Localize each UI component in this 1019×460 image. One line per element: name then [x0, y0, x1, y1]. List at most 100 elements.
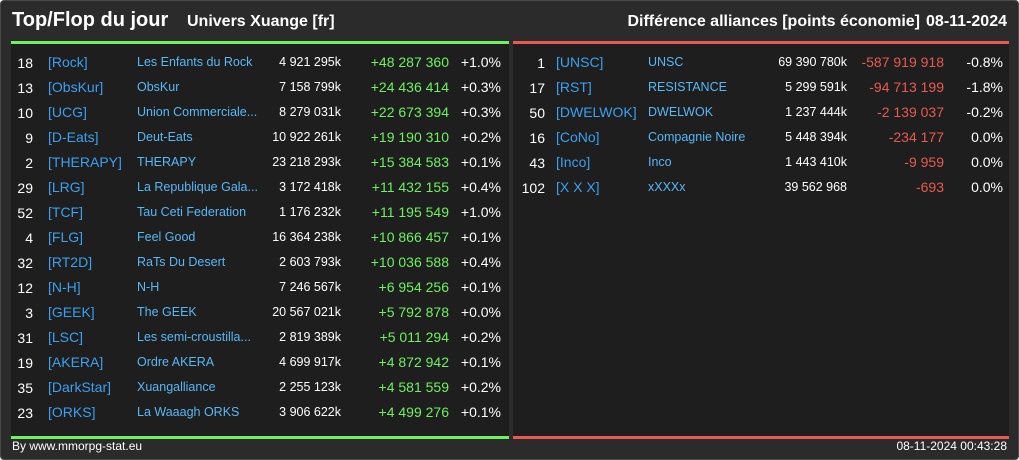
percent-change: +0.2%: [460, 379, 501, 395]
alliance-tag[interactable]: [DarkStar]: [48, 379, 112, 395]
alliance-points: 2 255 123k: [279, 380, 341, 394]
table-row: 50 [DWELWOK] DWELWOK 1 237 444k -2 139 037 -0…: [513, 100, 1009, 125]
alliance-tag[interactable]: [RT2D]: [48, 254, 93, 270]
points-difference: -9 959: [904, 154, 944, 170]
alliance-name[interactable]: ObsKur: [137, 80, 180, 94]
alliance-name[interactable]: The GEEK: [137, 305, 197, 319]
table-row: 4 [FLG] Feel Good 16 364 238k +10 866 457 +0.…: [11, 225, 509, 250]
alliance-tag[interactable]: [LRG]: [48, 179, 85, 195]
alliance-points: 5 448 394k: [785, 130, 847, 144]
table-row: 18 [Rock] Les Enfants du Rock 4 921 295k +48…: [11, 50, 509, 75]
points-difference: +4 499 276: [378, 404, 449, 420]
alliance-tag[interactable]: [CoNo]: [556, 129, 600, 145]
table-row: 17 [RST] RESISTANCE 5 299 591k -94 713 199 -1…: [513, 75, 1009, 100]
alliance-points: 4 921 295k: [279, 55, 341, 69]
alliance-name[interactable]: Union Commerciale...: [137, 105, 258, 119]
alliance-tag[interactable]: [UCG]: [48, 104, 87, 120]
alliance-points: 20 567 021k: [272, 305, 341, 319]
points-difference: -2 139 037: [877, 104, 944, 120]
alliance-name[interactable]: Inco: [648, 155, 672, 169]
percent-change: +0.2%: [460, 129, 501, 145]
percent-change: +0.4%: [460, 254, 501, 270]
alliance-name[interactable]: Tau Ceti Federation: [137, 205, 247, 219]
alliance-points: 8 279 031k: [279, 105, 341, 119]
percent-change: +0.1%: [460, 404, 501, 420]
alliance-name[interactable]: Ordre AKERA: [137, 355, 215, 369]
alliance-rank: 1: [537, 55, 545, 71]
ranking-subtitle: Différence alliances [points économie]: [627, 13, 920, 30]
alliance-name[interactable]: DWELWOK: [648, 105, 714, 119]
points-difference: -693: [915, 179, 944, 195]
alliance-rank: 50: [529, 105, 545, 121]
top-losers-panel: 1 [UNSC] UNSC 69 390 780k -587 919 918 -0.8% 1…: [513, 41, 1009, 439]
header-date: 08-11-2024: [926, 13, 1007, 30]
header: Top/Flop du jour Univers Xuange [fr] Dif…: [1, 1, 1018, 41]
alliance-tag[interactable]: [N-H]: [48, 279, 81, 295]
alliance-points: 23 218 293k: [272, 155, 341, 169]
alliance-tag[interactable]: [D-Eats]: [48, 129, 99, 145]
percent-change: 0.0%: [971, 154, 1003, 170]
alliance-name[interactable]: UNSC: [648, 55, 684, 69]
table-row: 12 [N-H] N-H 7 246 567k +6 954 256 +0.1%: [11, 275, 509, 300]
alliance-rank: 23: [17, 405, 33, 421]
alliance-name[interactable]: La Republique Gala...: [137, 180, 258, 194]
alliance-tag[interactable]: [UNSC]: [556, 54, 604, 70]
table-row: 1 [UNSC] UNSC 69 390 780k -587 919 918 -0.8%: [513, 50, 1009, 75]
points-difference: +19 190 310: [370, 129, 449, 145]
alliance-name[interactable]: Les semi-croustilla...: [137, 330, 251, 344]
alliance-tag[interactable]: [DWELWOK]: [556, 104, 637, 120]
alliance-points: 2 603 793k: [279, 255, 341, 269]
points-difference: +5 792 878: [378, 304, 449, 320]
alliance-tag[interactable]: [FLG]: [48, 229, 84, 245]
alliance-tag[interactable]: [X X X]: [556, 179, 600, 195]
alliance-rank: 16: [529, 130, 545, 146]
alliance-name[interactable]: Les Enfants du Rock: [137, 55, 253, 69]
alliance-name[interactable]: Feel Good: [137, 230, 196, 244]
alliance-points: 16 364 238k: [272, 230, 341, 244]
alliance-name[interactable]: Xuangalliance: [137, 380, 216, 394]
alliance-tag[interactable]: [Inco]: [556, 154, 591, 170]
percent-change: +0.1%: [460, 279, 501, 295]
alliance-name[interactable]: THERAPY: [137, 155, 197, 169]
alliance-rank: 35: [17, 380, 33, 396]
universe-label: Univers Xuange [fr]: [187, 13, 335, 30]
percent-change: +0.3%: [460, 104, 501, 120]
alliance-name[interactable]: xXXXx: [648, 180, 686, 194]
alliance-name[interactable]: Deut-Eats: [137, 130, 193, 144]
points-difference: -94 713 199: [869, 79, 944, 95]
percent-change: +1.0%: [460, 54, 501, 70]
alliance-points: 7 246 567k: [279, 280, 341, 294]
alliance-tag[interactable]: [GEEK]: [48, 304, 95, 320]
percent-change: +0.1%: [460, 354, 501, 370]
table-row: 19 [AKERA] Ordre AKERA 4 699 917k +4 872 942…: [11, 350, 509, 375]
alliance-rank: 12: [17, 280, 33, 296]
percent-change: +0.4%: [460, 179, 501, 195]
alliance-points: 5 299 591k: [785, 80, 847, 94]
alliance-name[interactable]: RaTs Du Desert: [137, 255, 226, 269]
points-difference: +6 954 256: [378, 279, 449, 295]
alliance-name[interactable]: Compagnie Noire: [648, 130, 746, 144]
alliance-tag[interactable]: [LSC]: [48, 329, 84, 345]
points-difference: +15 384 583: [370, 154, 449, 170]
alliance-tag[interactable]: [Rock]: [48, 54, 88, 70]
alliance-rank: 52: [17, 205, 33, 221]
alliance-name[interactable]: N-H: [137, 280, 160, 294]
points-difference: +10 866 457: [370, 229, 449, 245]
alliance-points: 3 172 418k: [279, 180, 341, 194]
points-difference: -234 177: [888, 129, 944, 145]
source-credit: By www.mmorpg-stat.eu: [12, 439, 143, 453]
page-title: Top/Flop du jour: [12, 9, 169, 31]
table-row: 52 [TCF] Tau Ceti Federation 1 176 232k +11 …: [11, 200, 509, 225]
alliance-tag[interactable]: [ObsKur]: [48, 79, 104, 95]
alliance-name[interactable]: La Waaagh ORKS: [137, 405, 240, 419]
alliance-name[interactable]: RESISTANCE: [648, 80, 727, 94]
alliance-tag[interactable]: [TCF]: [48, 204, 83, 220]
points-difference: +11 432 155: [371, 179, 449, 195]
alliance-tag[interactable]: [ORKS]: [48, 404, 96, 420]
alliance-tag[interactable]: [AKERA]: [48, 354, 104, 370]
alliance-rank: 102: [521, 180, 545, 196]
alliance-tag[interactable]: [THERAPY]: [48, 154, 122, 170]
table-row: 23 [ORKS] La Waaagh ORKS 3 906 622k +4 499 2…: [11, 400, 509, 425]
alliance-points: 1 176 232k: [279, 205, 341, 219]
alliance-tag[interactable]: [RST]: [556, 79, 592, 95]
